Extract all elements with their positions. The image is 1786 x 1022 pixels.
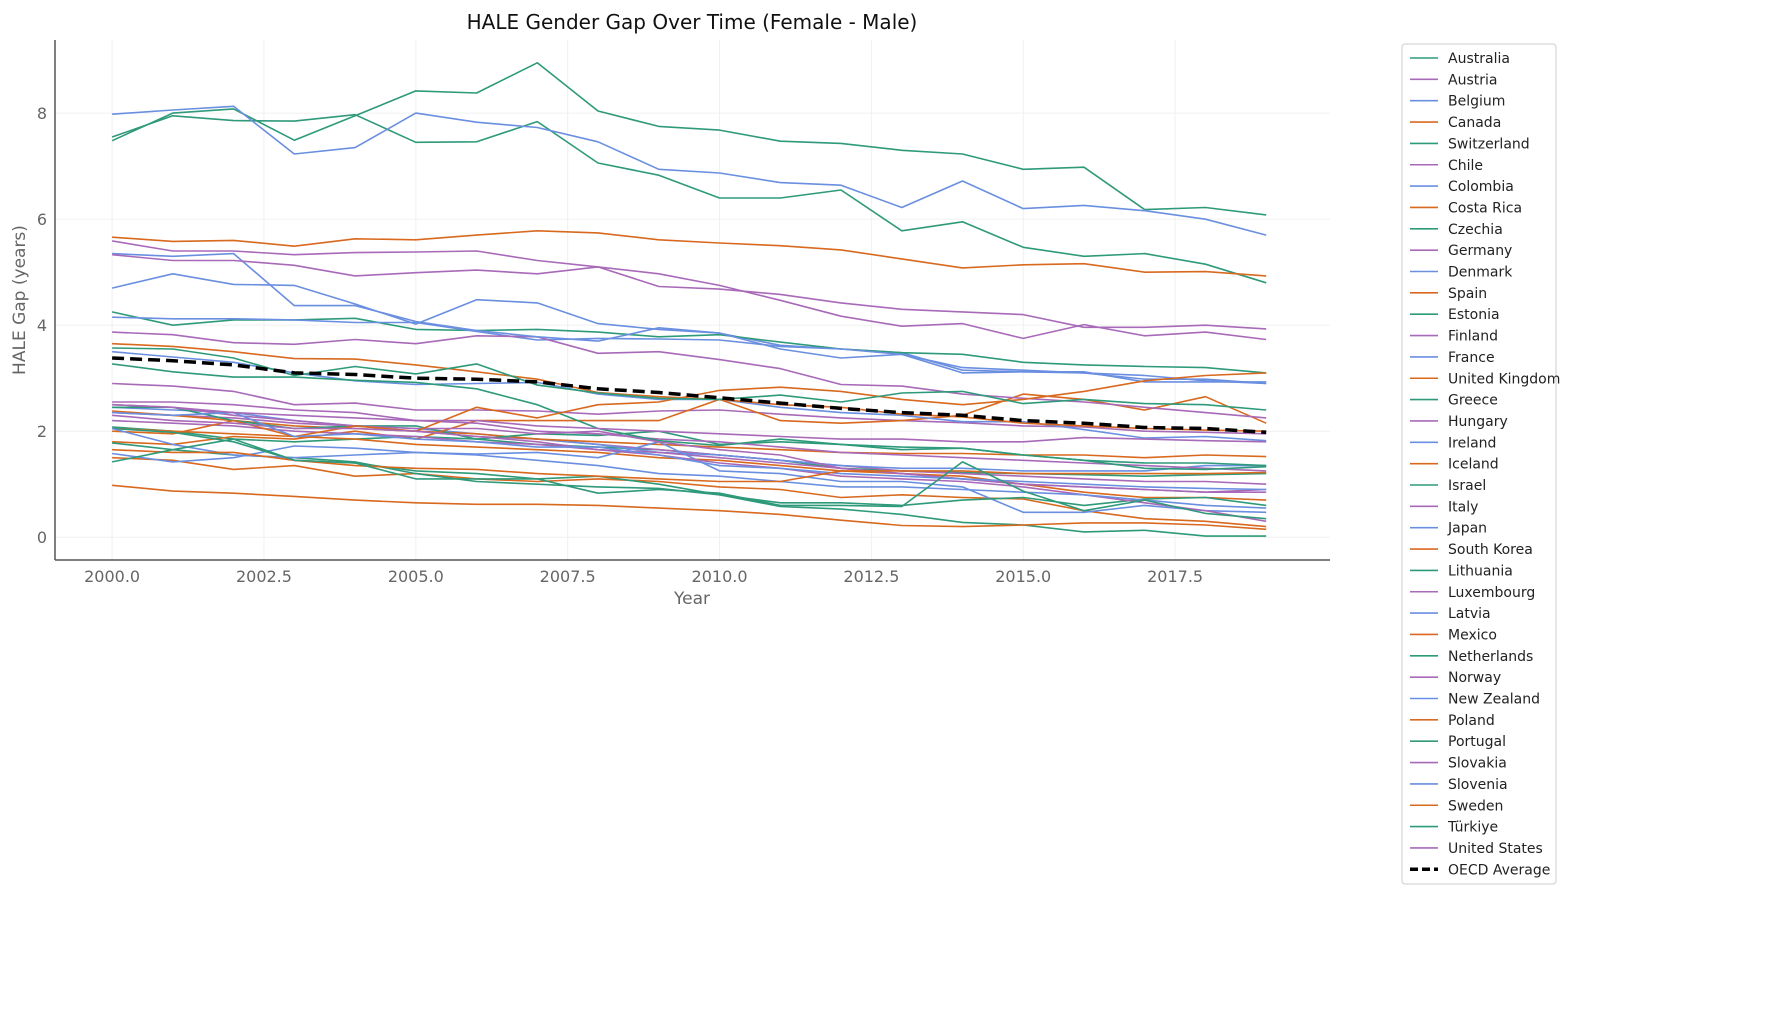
legend-label-south-korea: South Korea [1448, 542, 1533, 558]
series-line-slovenia [112, 411, 1267, 491]
legend-label-france: France [1448, 350, 1495, 366]
legend-label-luxembourg: Luxembourg [1448, 585, 1535, 601]
series-line-oecd-average [112, 356, 1267, 435]
gridlines [55, 40, 1330, 560]
legend-label-denmark: Denmark [1448, 265, 1513, 281]
legend-label-lithuania: Lithuania [1448, 563, 1513, 579]
series-line-austria [112, 411, 1267, 485]
y-tick-label: 0 [37, 528, 47, 547]
legend-label-japan: Japan [1447, 521, 1487, 537]
series-line-iceland [112, 456, 1267, 528]
series-line-costa-rica [112, 393, 1267, 446]
legend-label-netherlands: Netherlands [1448, 649, 1533, 665]
series-line-portugal [112, 347, 1267, 411]
legend-label-switzerland: Switzerland [1448, 136, 1530, 152]
legend-label-austria: Austria [1448, 72, 1497, 88]
legend-label-t-rkiye: Türkiye [1447, 820, 1498, 836]
legend-label-latvia: Latvia [1448, 606, 1491, 622]
legend-label-spain: Spain [1448, 286, 1487, 302]
legend-label-united-states: United States [1448, 841, 1543, 857]
series-line-czechia [111, 311, 1267, 374]
x-tick-label: 2005.0 [388, 567, 444, 586]
series-line-lithuania [111, 61, 1267, 216]
legend-label-norway: Norway [1448, 670, 1501, 686]
legend-label-oecd-average: OECD Average [1448, 862, 1550, 878]
legend-label-iceland: Iceland [1448, 457, 1499, 473]
series-line-slovakia [112, 253, 1267, 341]
x-tick-label: 2017.5 [1147, 567, 1203, 586]
series-line-ireland [112, 252, 1267, 383]
series-line-luxembourg [112, 403, 1267, 494]
legend-label-czechia: Czechia [1448, 222, 1503, 238]
series-line-greece [111, 363, 1267, 471]
series-line-t-rkiye [111, 438, 1267, 520]
legend-label-estonia: Estonia [1448, 307, 1500, 323]
x-axis-label: Year [673, 589, 710, 609]
legend-box [1401, 43, 1557, 885]
series-line-germany [112, 401, 1267, 472]
legend: Australia Austria Belgium Canada Switzerland… [1401, 43, 1560, 885]
legend-label-new-zealand: New Zealand [1448, 692, 1540, 708]
legend-label-sweden: Sweden [1448, 798, 1503, 814]
legend-label-italy: Italy [1448, 499, 1478, 515]
x-axis-ticks: 2000.0 2002.5 2005.0 2007.5 2010.0 2012.5 2015… [84, 567, 1203, 586]
y-tick-label: 4 [37, 316, 47, 335]
y-axis-label: HALE Gap (years) [10, 225, 30, 375]
legend-label-australia: Australia [1448, 51, 1510, 67]
chart-title: HALE Gender Gap Over Time (Female - Male… [467, 10, 918, 34]
series-line-colombia [111, 272, 1267, 385]
series-line-united-kingdom [112, 342, 1267, 432]
legend-label-mexico: Mexico [1448, 627, 1497, 643]
legend-label-united-kingdom: United Kingdom [1448, 371, 1560, 387]
series-line-finland [112, 331, 1267, 419]
legend-label-greece: Greece [1448, 393, 1498, 409]
series-line-estonia [111, 113, 1267, 284]
legend-label-colombia: Colombia [1448, 179, 1514, 195]
legend-label-slovenia: Slovenia [1448, 777, 1508, 793]
legend-label-portugal: Portugal [1448, 734, 1506, 750]
x-tick-label: 2000.0 [84, 567, 140, 586]
legend-label-chile: Chile [1448, 158, 1483, 174]
x-tick-label: 2002.5 [236, 567, 292, 586]
series-lines [111, 61, 1267, 537]
legend-label-slovakia: Slovakia [1448, 756, 1507, 772]
series-line-hungary [111, 240, 1267, 330]
series-line-poland [112, 230, 1267, 277]
series-line-latvia [112, 105, 1267, 236]
legend-label-germany: Germany [1448, 243, 1512, 259]
legend-label-canada: Canada [1448, 115, 1501, 131]
series-line-south-korea [112, 484, 1267, 531]
y-tick-label: 6 [37, 210, 47, 229]
legend-label-costa-rica: Costa Rica [1448, 200, 1522, 216]
series-line-norway [112, 414, 1267, 523]
legend-label-israel: Israel [1448, 478, 1486, 494]
legend-label-poland: Poland [1448, 713, 1495, 729]
series-line-united-states [112, 403, 1267, 443]
x-tick-label: 2012.5 [843, 567, 899, 586]
series-line-new-zealand [111, 427, 1267, 509]
legend-label-belgium: Belgium [1448, 94, 1505, 110]
series-line-japan [111, 440, 1267, 514]
x-tick-label: 2007.5 [540, 567, 596, 586]
legend-label-hungary: Hungary [1448, 414, 1508, 430]
legend-label-ireland: Ireland [1448, 435, 1496, 451]
x-tick-label: 2015.0 [995, 567, 1051, 586]
y-tick-label: 8 [37, 104, 47, 123]
y-axis-ticks: 0 2 4 6 8 [37, 104, 47, 547]
y-tick-label: 2 [37, 422, 47, 441]
x-tick-label: 2010.0 [692, 567, 748, 586]
legend-label-finland: Finland [1448, 329, 1498, 345]
